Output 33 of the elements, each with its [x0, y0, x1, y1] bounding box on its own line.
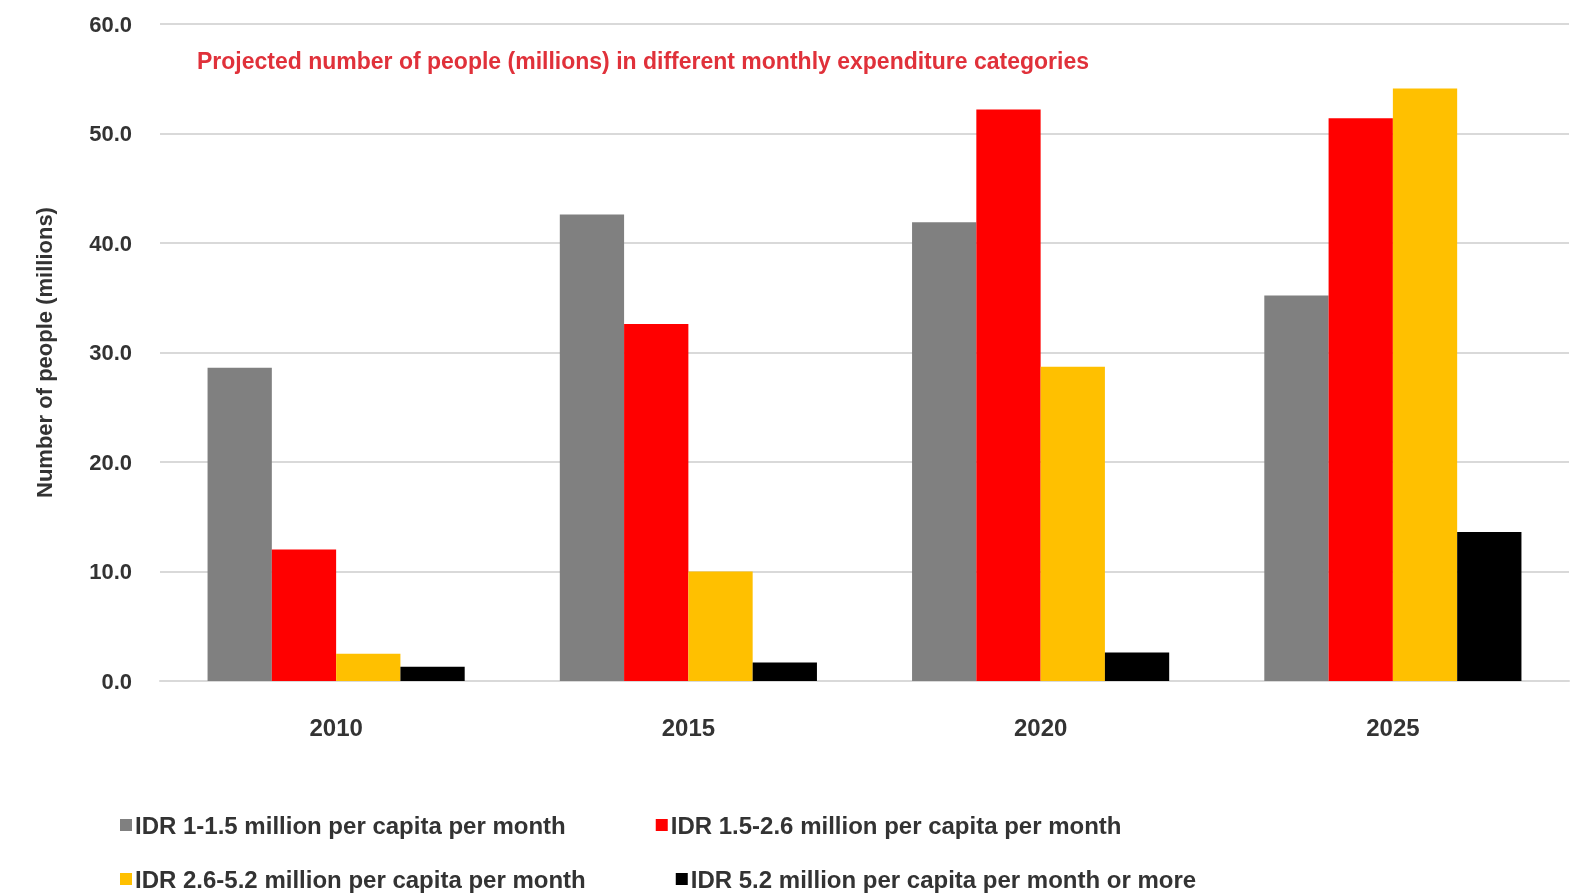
y-tick-label: 60.0: [89, 11, 132, 37]
y-tick-label: 10.0: [89, 559, 132, 584]
y-tick-label: 50.0: [89, 121, 132, 146]
text: Projected number of people (millions) in different monthly expenditure categories: [197, 47, 1090, 74]
y-tick-label: 30.0: [89, 340, 132, 365]
bar: [912, 222, 977, 681]
bar: [207, 367, 272, 681]
bar: [1457, 532, 1522, 681]
bar: [688, 571, 753, 681]
bar: [559, 214, 625, 681]
x-tick-label: 2020: [1013, 713, 1068, 741]
legend-label: IDR 2.6-5.2 million per capita per month: [135, 865, 586, 893]
y-tick-label: 0.0: [101, 668, 132, 694]
x-tick-label: 2010: [309, 713, 363, 741]
bar: [1328, 118, 1393, 681]
legend-label: IDR 1-1.5 million per capita per month: [135, 811, 566, 839]
bar: [1392, 88, 1458, 681]
bar: [1264, 295, 1329, 681]
bar: [1104, 652, 1170, 681]
bar: [336, 653, 401, 681]
bar: [271, 549, 337, 681]
bar: [400, 666, 465, 681]
legend-label: IDR 1.5-2.6 million per capita per month: [670, 811, 1122, 839]
y-axis-title: Number of people (millions): [31, 207, 57, 498]
y-tick-label: 40.0: [89, 230, 132, 256]
bar: [752, 662, 817, 681]
bar: [1040, 366, 1105, 681]
bar: [976, 109, 1041, 681]
x-tick-label: 2015: [661, 713, 716, 741]
x-tick-label: 2025: [1366, 713, 1420, 741]
bar: [624, 324, 689, 681]
y-tick-label: 20.0: [89, 449, 132, 475]
legend-label: IDR 5.2 million per capita per month or more: [690, 865, 1197, 893]
